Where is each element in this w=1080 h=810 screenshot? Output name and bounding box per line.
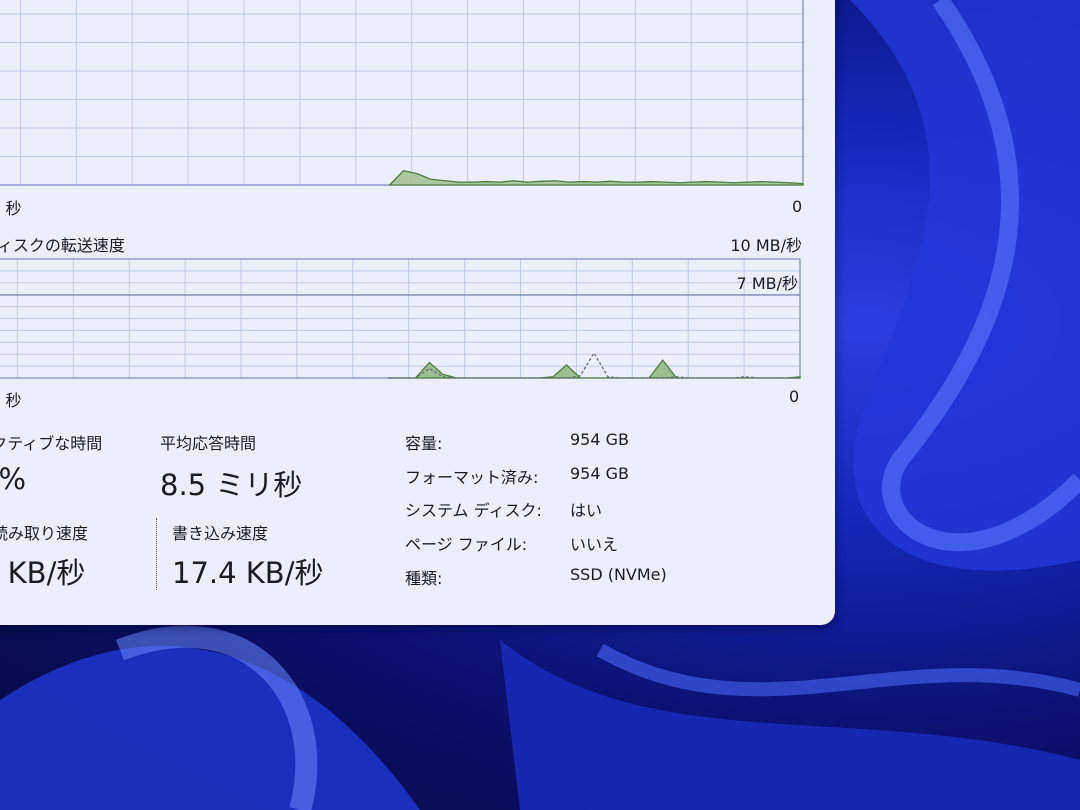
- stat-label: アクティブな時間: [0, 434, 103, 453]
- property-label: フォーマット済み:: [405, 467, 539, 487]
- line: [388, 351, 800, 379]
- property-value: SSD (NVMe): [570, 564, 667, 584]
- stat-value: 0%: [0, 462, 27, 496]
- graph-border: [0, 0, 804, 186]
- panel: [0, 0, 835, 625]
- property-label: システム ディスク:: [405, 501, 542, 521]
- property-label: ページ ファイル:: [405, 535, 528, 555]
- property-label: 種類:: [405, 568, 443, 588]
- property-label: 容量:: [405, 434, 443, 453]
- property-value: はい: [570, 501, 603, 521]
- stat-label: 書き込み速度: [172, 524, 269, 543]
- property-value: いいえ: [570, 535, 619, 555]
- stat-value: 8.5 ミリ秒: [160, 468, 303, 502]
- stat-label: 平均応答時間: [160, 434, 257, 453]
- time-label: 60 秒: [0, 199, 22, 218]
- area: [388, 170, 804, 186]
- stat-value: 0 KB/秒: [0, 556, 86, 590]
- mid-label: 7 MB/秒: [736, 274, 798, 293]
- property-value: 954 GB: [570, 463, 629, 483]
- zero-label: 0: [792, 197, 803, 216]
- graph-title: ディスクの転送速度: [0, 236, 125, 255]
- property-value: 954 GB: [570, 430, 629, 449]
- stat-label: 読み取り速度: [0, 524, 89, 543]
- divider: [156, 518, 157, 590]
- max-label: 10 MB/秒: [730, 236, 802, 255]
- zero-label: 0: [789, 387, 800, 406]
- stat-value: 17.4 KB/秒: [172, 556, 324, 590]
- time-label: 60 秒: [0, 391, 22, 410]
- area: [388, 359, 801, 379]
